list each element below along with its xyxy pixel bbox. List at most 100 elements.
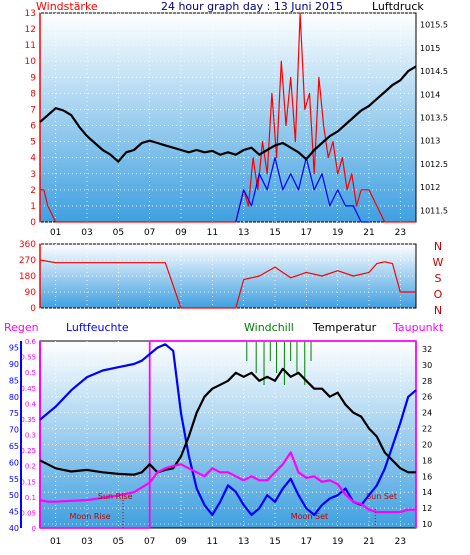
rain-tick: 0.1 [25,494,36,502]
wind-pressure-x-tick: 09 [175,228,187,238]
humidity-temp-x-tick: 23 [395,537,406,547]
moon-set-annotation: Moon Set [291,512,328,521]
chart-title: 24 hour graph day : 13 Juni 2015 [161,0,343,13]
wind-speed-tick: 2 [30,186,36,196]
pressure-tick: 1014 [420,90,440,99]
legend-humidity: Luftfeuchte [66,321,129,334]
wind-speed-tick: 5 [30,138,36,148]
humidity-tick: 60 [9,458,19,467]
temperature-tick: 18 [422,456,432,465]
rain-tick: 0 [32,525,36,533]
wind-speed-label: Windstärke [36,0,98,13]
wind-speed-tick: 0 [30,218,36,228]
rain-tick: 0.5 [25,369,36,377]
pressure-tick: 1015.5 [420,21,448,30]
temperature-tick: 14 [422,488,432,497]
wind-direction-line [39,259,416,309]
temperature-tick: 16 [422,472,432,481]
rain-tick: 0.25 [20,447,36,455]
rain-tick: 0.3 [25,432,36,440]
sun-set-annotation: Sun Set [366,492,397,501]
wind-pressure-x-tick: 23 [395,228,406,238]
humidity-tick: 45 [9,508,19,517]
humidity-temp-x-tick: 15 [269,537,280,547]
wind-speed-tick: 6 [30,122,36,132]
wind-pressure-x-tick: 07 [144,228,155,238]
wind-pressure-x-tick: 03 [81,228,92,238]
wind-speed-tick: 4 [30,154,36,164]
wind-speed-tick: 10 [25,57,37,67]
temperature-tick: 32 [422,345,432,354]
pressure-tick: 1012 [420,183,440,192]
wind-pressure-x-tick: 01 [50,228,61,238]
temperature-tick: 26 [422,393,432,402]
compass-letter: S [435,272,442,285]
temperature-tick: 30 [422,361,432,370]
humidity-temp-x-tick: 09 [175,537,187,547]
humidity-temp-x-tick: 07 [144,537,155,547]
humidity-tick: 75 [9,409,19,418]
humidity-temp-x-tick: 01 [50,537,61,547]
humidity-temp-x-tick: 21 [363,537,374,547]
wind-pressure-x-tick: 15 [269,228,280,238]
wind-pressure-x-tick: 05 [113,228,124,238]
wind-pressure-x-tick: 13 [238,228,249,238]
temperature-line [39,367,416,476]
pressure-tick: 1012.5 [420,160,448,169]
humidity-temp-x-tick: 17 [301,537,312,547]
compass-letter: N [434,240,442,253]
wind-pressure-x-tick: 17 [301,228,312,238]
humidity-tick: 40 [9,524,19,533]
humidity-tick: 70 [9,426,19,435]
temperature-tick: 28 [422,377,432,386]
legend-windchill: Windchill [244,321,294,334]
humidity-temp-x-tick: 03 [81,537,92,547]
humidity-temp-plot-area [39,340,417,529]
wind-speed-tick: 7 [30,105,36,115]
pressure-tick: 1014.5 [420,67,448,76]
pressure-tick: 1011.5 [420,206,448,215]
legend-rain: Regen [4,321,39,334]
dewpoint-line [39,451,416,514]
rain-tick: 0.2 [25,463,36,471]
rain-tick: 0.6 [25,338,37,346]
wind-speed-tick: 12 [25,25,36,35]
wind-speed-tick: 9 [30,73,36,83]
wind-speed-tick: 11 [25,41,36,51]
humidity-tick: 95 [9,344,19,353]
wind-direction-tick: 360 [19,240,36,250]
wind-direction-tick: 0 [30,304,36,314]
wind-pressure-plot-area [39,12,417,223]
wind-pressure-x-tick: 21 [363,228,374,238]
humidity-tick: 85 [9,376,19,385]
wind-direction-tick: 270 [19,256,36,266]
moon-rise-annotation: Moon Rise [70,512,111,521]
rain-tick: 0.35 [20,416,36,424]
compass-letter: O [434,288,443,301]
rain-tick: 0.55 [20,354,36,362]
wind-speed-tick: 8 [30,89,36,99]
rain-tick: 0.05 [20,509,36,517]
sun-rise-annotation: Sun Rise [98,492,133,501]
wind-speed-tick: 3 [30,170,36,180]
pressure-tick: 1013 [420,137,440,146]
wind-speed-tick: 1 [30,202,36,212]
pressure-tick: 1015 [420,44,440,53]
humidity-tick: 90 [9,360,19,369]
wind-speed-tick: 13 [25,9,36,19]
humidity-temp-x-tick: 19 [332,537,344,547]
rain-line [40,340,417,529]
pressure-label: Luftdruck [372,0,424,13]
humidity-tick: 80 [9,393,19,402]
rain-tick: 0.4 [25,400,37,408]
wind-pressure-x-tick: 19 [332,228,344,238]
wind-pressure-x-tick: 11 [207,228,218,238]
temperature-tick: 24 [422,409,432,418]
gust-line [235,157,369,223]
temperature-tick: 10 [422,520,432,529]
rain-tick: 0.45 [20,385,36,393]
temperature-tick: 22 [422,425,432,434]
wind-direction-tick: 90 [25,288,37,298]
